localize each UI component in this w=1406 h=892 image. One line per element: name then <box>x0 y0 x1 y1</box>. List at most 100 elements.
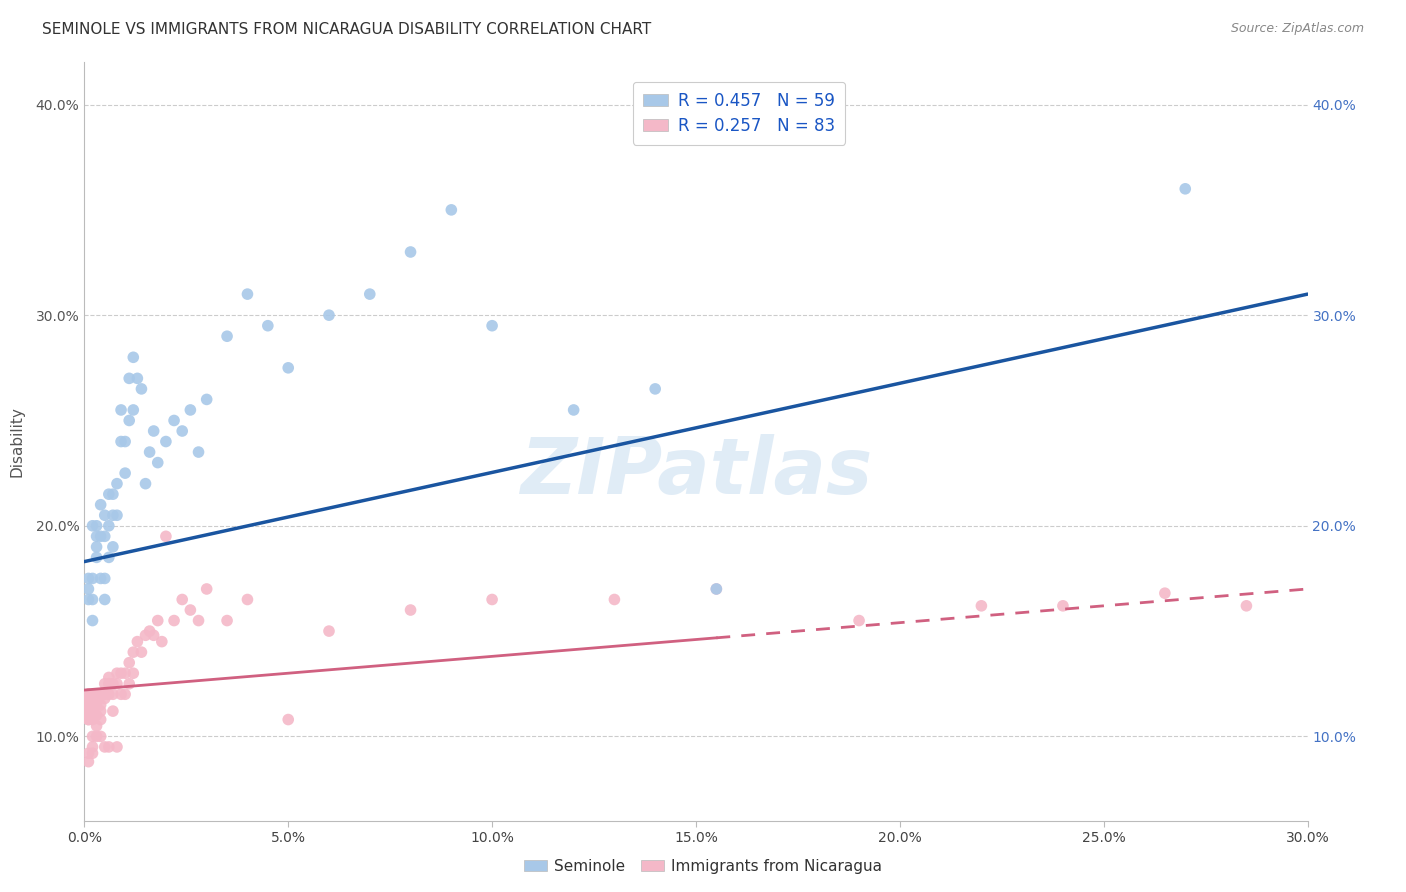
Point <box>86 730 108 744</box>
Point <box>101 540 124 554</box>
Point <box>131 645 153 659</box>
Point <box>122 645 145 659</box>
Point <box>1236 599 1258 613</box>
Point <box>155 434 177 449</box>
Point <box>82 730 104 744</box>
Y-axis label: Disability: Disability <box>10 406 24 477</box>
Point <box>77 582 100 596</box>
Point <box>77 708 100 723</box>
Point <box>318 308 340 322</box>
Point <box>90 687 112 701</box>
Point <box>105 508 128 523</box>
Point <box>110 403 132 417</box>
Point <box>77 698 100 712</box>
Point <box>86 719 108 733</box>
Point <box>142 424 165 438</box>
Point <box>77 755 100 769</box>
Point <box>77 571 100 585</box>
Point <box>217 329 239 343</box>
Point <box>105 677 128 691</box>
Point <box>110 687 132 701</box>
Point <box>138 624 160 639</box>
Point <box>187 445 209 459</box>
Point <box>146 456 169 470</box>
Point <box>93 677 115 691</box>
Point <box>481 318 503 333</box>
Point <box>86 518 108 533</box>
Point <box>195 582 218 596</box>
Text: SEMINOLE VS IMMIGRANTS FROM NICARAGUA DISABILITY CORRELATION CHART: SEMINOLE VS IMMIGRANTS FROM NICARAGUA DI… <box>42 22 651 37</box>
Point <box>195 392 218 407</box>
Point <box>399 603 422 617</box>
Point <box>77 687 100 701</box>
Point <box>90 571 112 585</box>
Point <box>82 704 104 718</box>
Point <box>440 202 463 217</box>
Point <box>179 403 201 417</box>
Point <box>77 746 100 760</box>
Point <box>1154 586 1177 600</box>
Point <box>118 677 141 691</box>
Point <box>706 582 728 596</box>
Point <box>77 702 100 716</box>
Point <box>603 592 626 607</box>
Point <box>122 403 145 417</box>
Point <box>163 413 186 427</box>
Point <box>217 614 239 628</box>
Point <box>101 487 124 501</box>
Point <box>135 476 157 491</box>
Point <box>93 739 115 754</box>
Point <box>187 614 209 628</box>
Point <box>172 592 194 607</box>
Legend: R = 0.457   N = 59, R = 0.257   N = 83: R = 0.457 N = 59, R = 0.257 N = 83 <box>633 82 845 145</box>
Point <box>97 687 120 701</box>
Point <box>110 434 132 449</box>
Point <box>127 634 149 648</box>
Point <box>122 351 145 365</box>
Point <box>163 614 186 628</box>
Point <box>277 360 299 375</box>
Point <box>77 698 100 712</box>
Point <box>105 476 128 491</box>
Point <box>90 698 112 712</box>
Point <box>97 487 120 501</box>
Point <box>97 739 120 754</box>
Point <box>90 730 112 744</box>
Point <box>82 713 104 727</box>
Point <box>114 434 136 449</box>
Point <box>93 592 115 607</box>
Text: ZIPatlas: ZIPatlas <box>520 434 872 510</box>
Point <box>236 287 259 301</box>
Point <box>122 666 145 681</box>
Point <box>257 318 280 333</box>
Point <box>86 687 108 701</box>
Point <box>359 287 381 301</box>
Point <box>90 713 112 727</box>
Point <box>77 691 100 706</box>
Point <box>110 666 132 681</box>
Point <box>114 666 136 681</box>
Point <box>77 592 100 607</box>
Point <box>97 550 120 565</box>
Point <box>105 739 128 754</box>
Point <box>118 656 141 670</box>
Point <box>236 592 259 607</box>
Point <box>86 550 108 565</box>
Point <box>131 382 153 396</box>
Point <box>77 704 100 718</box>
Point <box>82 696 104 710</box>
Point <box>277 713 299 727</box>
Point <box>101 687 124 701</box>
Point <box>82 698 104 712</box>
Point <box>318 624 340 639</box>
Point <box>142 628 165 642</box>
Text: Source: ZipAtlas.com: Source: ZipAtlas.com <box>1230 22 1364 36</box>
Point <box>77 704 100 718</box>
Point <box>706 582 728 596</box>
Point <box>399 244 422 259</box>
Point <box>93 571 115 585</box>
Point <box>179 603 201 617</box>
Point <box>114 466 136 480</box>
Point <box>82 746 104 760</box>
Point <box>90 498 112 512</box>
